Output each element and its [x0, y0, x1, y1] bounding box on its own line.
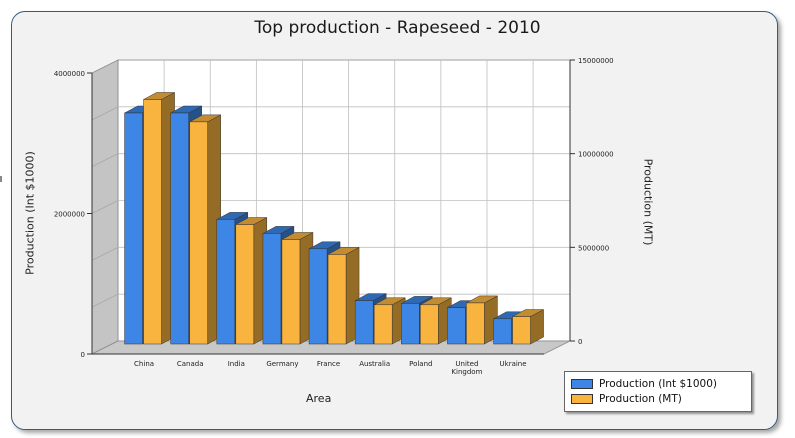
- bar-mt: [512, 316, 531, 345]
- legend-swatch: [571, 378, 593, 389]
- chart-title: Top production - Rapeseed - 2010: [254, 18, 541, 38]
- bar-mt: [143, 99, 162, 345]
- x-axis-title: Area: [306, 392, 332, 405]
- x-tick-label: France: [317, 360, 340, 368]
- bar-int-dollar: [493, 318, 512, 345]
- x-tick-label: China: [134, 360, 154, 368]
- y-axis-right-title: Production (MT): [641, 158, 655, 246]
- gridline-side: [91, 106, 119, 121]
- x-tick-label: Australia: [359, 360, 390, 368]
- gridline-side: [91, 200, 119, 214]
- bar-int-dollar: [216, 219, 236, 345]
- x-tick-label: Canada: [177, 360, 204, 368]
- legend-label: Production (Int $1000): [599, 377, 718, 390]
- x-tick-label: Ukraine: [500, 360, 527, 368]
- y-axis-left-title: Production (Int $1000): [23, 151, 37, 275]
- x-tick-label: Germany: [266, 360, 298, 368]
- y-left-tick-label: 4000000: [54, 70, 85, 78]
- y-left-tick-label: 2000000: [54, 211, 85, 219]
- gridline-side: [91, 293, 119, 308]
- bar-mt: [189, 121, 208, 345]
- y-right-tick-label: 5000000: [578, 244, 609, 252]
- bar-mt: [373, 304, 393, 345]
- x-tick-label: Poland: [409, 360, 432, 368]
- bar-int-dollar: [447, 307, 466, 345]
- x-tick-label: United: [455, 360, 478, 368]
- bar-int-dollar: [308, 248, 328, 345]
- bar-int-dollar: [124, 112, 143, 345]
- bar-mt: [327, 254, 347, 345]
- y-right-tick-label: 0: [578, 338, 582, 346]
- y-left-tick-label: 0: [81, 351, 85, 359]
- x-tick-label: India: [228, 360, 245, 368]
- bar-mt: [235, 224, 255, 345]
- bar-int-dollar: [170, 112, 189, 345]
- legend: Production (Int $1000) Production (MT): [564, 371, 752, 412]
- gridline-side: [91, 246, 119, 261]
- bar-int-dollar: [262, 233, 282, 345]
- edge-marker: [0, 176, 2, 182]
- bar-int-dollar: [401, 303, 420, 345]
- bar-mt: [466, 302, 485, 345]
- legend-swatch: [571, 393, 593, 404]
- legend-item: Production (Int $1000): [571, 377, 717, 390]
- bar-int-dollar: [354, 300, 374, 345]
- legend-label: Production (MT): [599, 392, 682, 405]
- x-tick-label: Kingdom: [451, 368, 482, 376]
- y-right-tick-label: 10000000: [578, 151, 614, 159]
- bar-mt: [281, 239, 301, 345]
- gridline-side: [91, 153, 119, 168]
- legend-item: Production (MT): [571, 392, 682, 405]
- y-right-tick-label: 15000000: [578, 57, 614, 65]
- bar-mt: [420, 304, 439, 345]
